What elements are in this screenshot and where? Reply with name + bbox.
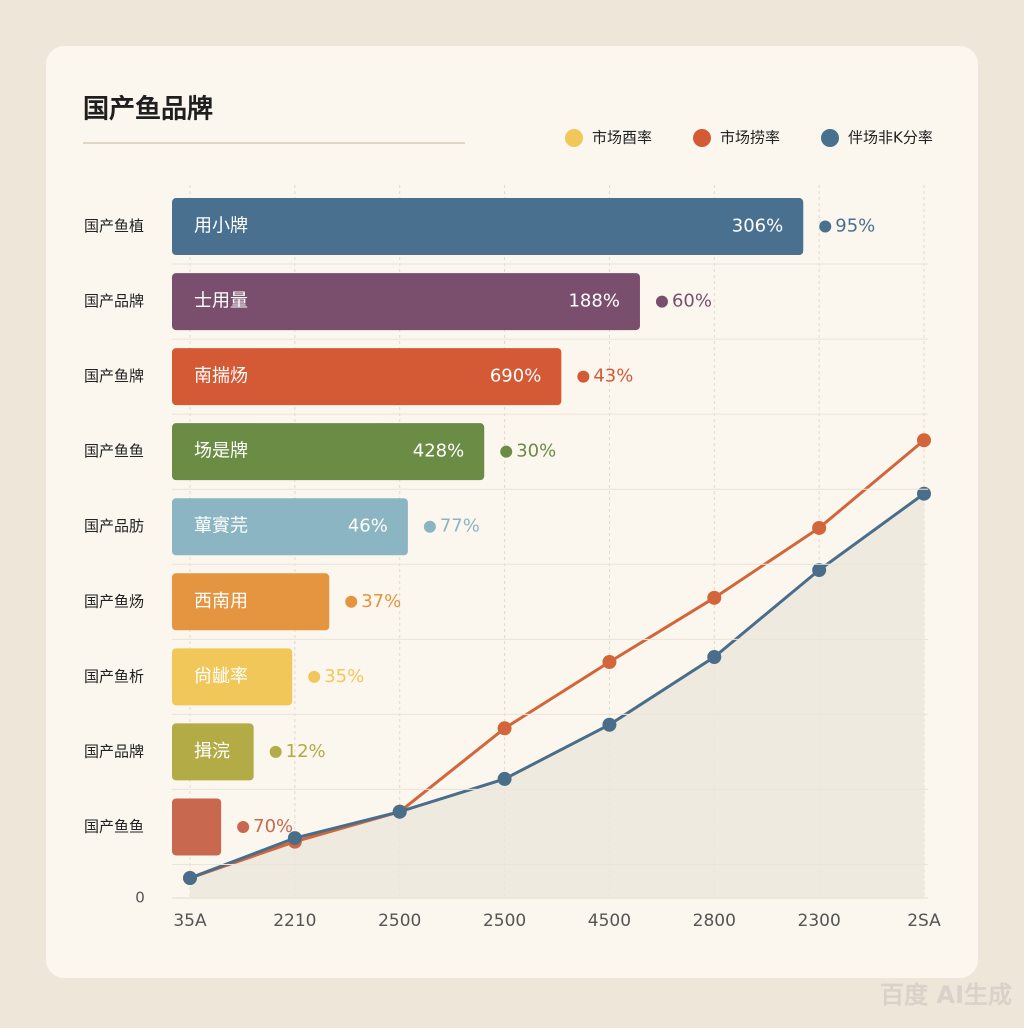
outer-label: 12%: [286, 741, 326, 762]
bar: [172, 798, 222, 856]
point: [183, 871, 197, 886]
label-dot: [500, 445, 513, 458]
y-tick-label: 国产品牌: [84, 742, 144, 760]
bar: [172, 423, 485, 481]
point: [707, 650, 722, 665]
point: [392, 804, 407, 819]
bar-label: 西南用: [194, 591, 248, 612]
area: [190, 493, 924, 898]
outer-label: 60%: [672, 291, 712, 312]
outer-label: 77%: [440, 516, 480, 537]
outer-label: 30%: [516, 441, 556, 462]
label-dot: [819, 220, 832, 233]
label-dot: [345, 595, 358, 608]
bar-label: 士用量: [194, 291, 248, 312]
legend-label: 伴场非K分率: [848, 129, 933, 147]
outer-label: 95%: [835, 216, 875, 237]
legend-marker: [693, 129, 711, 147]
y-tick-label: 国产品肪: [84, 517, 144, 535]
bar: [172, 648, 293, 706]
label-dot: [655, 295, 668, 308]
legend-marker: [565, 129, 583, 147]
outer-label: 35%: [324, 666, 364, 687]
x-tick-label: 4500: [588, 911, 631, 931]
point: [812, 563, 827, 578]
bar-value-label: 306%: [732, 216, 783, 237]
bar-label: 尙龇率: [194, 666, 248, 687]
outer-label: 70%: [253, 816, 293, 837]
x-tick-label: 2500: [483, 911, 526, 931]
bar-value-label: 46%: [348, 516, 388, 537]
label-dot: [423, 520, 436, 533]
point: [497, 771, 512, 786]
outer-label: 43%: [593, 366, 633, 387]
bar-value-label: 188%: [568, 291, 619, 312]
bar: [172, 723, 254, 781]
legend-label: 市场捞率: [720, 129, 780, 147]
label-dot: [269, 745, 282, 758]
label-dot: [237, 820, 250, 833]
bar-label: 场是牌: [194, 441, 248, 462]
label-dot: [308, 670, 321, 683]
point: [497, 721, 512, 736]
bar: [172, 348, 562, 406]
y-tick-label: 国产鱼植: [84, 217, 144, 235]
legend-marker: [821, 129, 839, 147]
line: [189, 439, 925, 880]
point: [707, 590, 722, 605]
label-dot: [577, 370, 590, 383]
x-tick-label: 35A: [173, 911, 207, 931]
bar-label: 用小牌: [194, 216, 248, 237]
line: [189, 492, 925, 880]
bar-label: 揖浣: [194, 741, 230, 762]
x-tick-label: 2SA: [907, 911, 941, 931]
y-tick-label: 0: [135, 889, 145, 907]
point: [917, 433, 931, 448]
y-tick-label: 国产鱼析: [84, 667, 144, 685]
x-tick-label: 2800: [693, 911, 736, 931]
y-tick-label: 国产品牌: [84, 292, 144, 310]
x-tick-label: 2210: [273, 911, 316, 931]
outer-label: 37%: [361, 591, 401, 612]
point: [917, 486, 931, 501]
point: [287, 831, 302, 846]
legend-label: 市场酉率: [592, 129, 652, 147]
bar-label: 南揣炀: [194, 366, 248, 387]
y-tick-label: 国产鱼鱼: [84, 817, 144, 835]
y-tick-label: 国产鱼炀: [84, 592, 144, 610]
bar-value-label: 428%: [413, 441, 464, 462]
chart-title: 国产鱼品牌: [83, 94, 213, 125]
bar-value-label: 690%: [490, 366, 541, 387]
bar: [172, 198, 804, 256]
point: [812, 520, 827, 535]
y-tick-label: 国产鱼牌: [84, 367, 144, 385]
bar: [172, 573, 330, 631]
bar: [172, 273, 640, 331]
watermark: 百度 AI生成: [880, 981, 1012, 1009]
x-tick-label: 2500: [378, 911, 421, 931]
bar-label: 蕇賨芫: [194, 516, 248, 537]
x-tick-label: 2300: [798, 911, 841, 931]
point: [602, 717, 617, 732]
point: [602, 654, 617, 669]
bar: [172, 498, 408, 556]
y-tick-label: 国产鱼鱼: [84, 442, 144, 460]
